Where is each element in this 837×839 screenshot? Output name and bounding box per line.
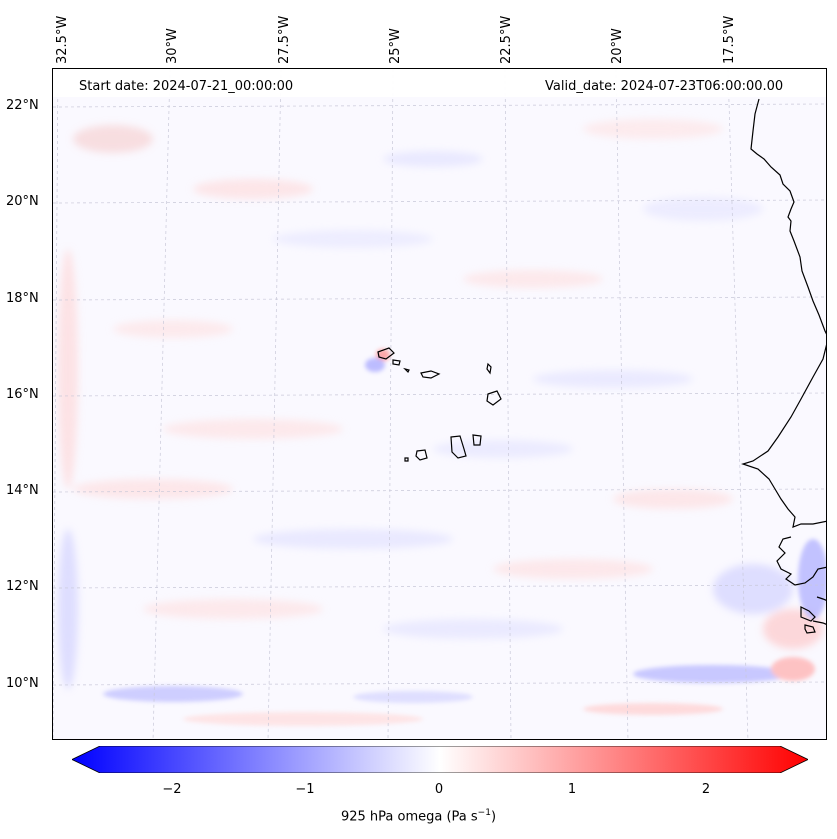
lat-label-20n: 20°N <box>6 194 39 209</box>
island-maio <box>472 434 482 446</box>
coast-islets-1 <box>800 606 816 622</box>
lat-label-10n: 10°N <box>6 676 39 691</box>
lon-label-25w: 25°W <box>388 28 403 64</box>
omega-field-patches <box>58 119 823 689</box>
island-santo-antao <box>377 347 395 360</box>
omega-field-background <box>53 69 826 739</box>
lat-label-18n: 18°N <box>6 291 39 306</box>
start-date-label: Start date: 2024-07-21_00:00:00 <box>79 79 294 94</box>
lat-label-22n: 22°N <box>6 98 39 113</box>
omega-field-bands <box>103 349 826 726</box>
coast-islets-2 <box>804 624 816 634</box>
island-fogo <box>415 449 428 461</box>
map-panel <box>52 68 827 740</box>
island-sao-nicolau <box>420 370 441 379</box>
colorbar-label: 925 hPa omega (Pa s−1) <box>0 808 837 824</box>
cape-verde-islands <box>377 347 502 462</box>
colorbar-tick-neg1: −1 <box>295 782 315 797</box>
lon-label-17-5w: 17.5°W <box>722 15 737 64</box>
colorbar-label-end: ) <box>490 809 497 825</box>
island-sal <box>486 362 492 375</box>
colorbar-tick-2: 2 <box>701 782 711 797</box>
island-boa-vista <box>486 390 502 406</box>
colorbar-label-sup: −1 <box>477 808 491 818</box>
coast-senegal <box>741 344 826 528</box>
graticule <box>53 69 826 739</box>
colorbar-tick-neg2: −2 <box>162 782 182 797</box>
lon-label-32-5w: 32.5°W <box>55 15 70 64</box>
lon-label-20w: 20°W <box>610 28 625 64</box>
coast-guinea <box>812 620 826 625</box>
map-canvas <box>53 69 826 739</box>
coast-mauritania <box>750 98 826 335</box>
colorbar-gradient <box>72 746 808 773</box>
lat-label-16n: 16°N <box>6 387 39 402</box>
island-santiago <box>450 435 467 459</box>
lon-label-30w: 30°W <box>165 28 180 64</box>
valid-date-label: Valid_date: 2024-07-23T06:00:00.00 <box>545 79 784 94</box>
header-strip <box>53 69 826 97</box>
island-santa-luzia <box>403 367 410 374</box>
colorbar-tick-1: 1 <box>567 782 577 797</box>
lon-label-22-5w: 22.5°W <box>499 15 514 64</box>
colorbar-label-main: 925 hPa omega (Pa s <box>340 809 478 825</box>
lat-label-12n: 12°N <box>6 579 39 594</box>
island-brava <box>404 457 409 462</box>
lat-label-14n: 14°N <box>6 483 39 498</box>
island-sao-vicente <box>392 359 401 366</box>
african-coastline <box>741 98 826 634</box>
colorbar-tick-0: 0 <box>434 782 444 797</box>
lon-label-27-5w: 27.5°W <box>277 15 292 64</box>
colorbar <box>72 746 808 773</box>
coast-guinea-north <box>816 596 826 601</box>
coast-guinea-bissau <box>776 536 826 586</box>
